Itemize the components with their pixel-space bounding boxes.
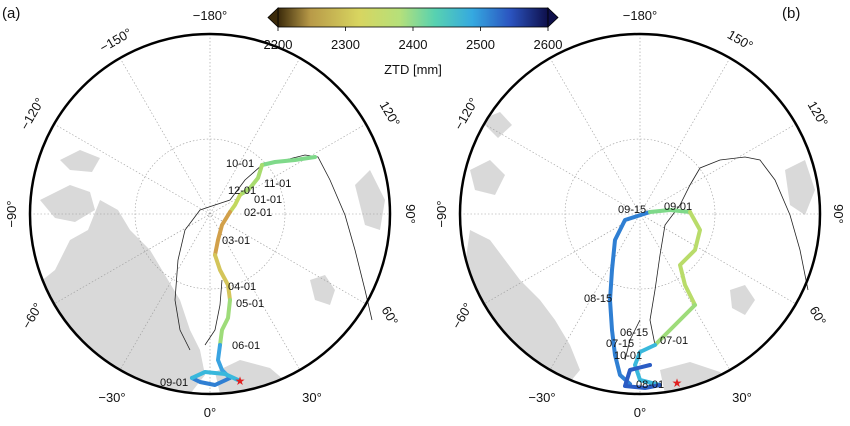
panel-label-b: (b) bbox=[782, 5, 800, 22]
panel-a: ★ 10-01 11-01 12-01 01-01 02-01 03-01 04… bbox=[2, 5, 418, 420]
colorbar-tick-label: 2500 bbox=[466, 37, 495, 52]
date-label: 09-15 bbox=[618, 204, 646, 216]
drift-track-a bbox=[190, 155, 317, 387]
colorbar-tick-label: 2600 bbox=[534, 37, 563, 52]
date-label: 03-01 bbox=[222, 235, 250, 247]
date-label: 07-15 bbox=[606, 338, 634, 350]
lon-label: −90° bbox=[434, 200, 449, 227]
date-label: 12-01 bbox=[228, 185, 256, 197]
date-label: 10-01 bbox=[226, 158, 254, 170]
lon-label: −120° bbox=[451, 95, 481, 132]
lon-label: −60° bbox=[449, 300, 476, 331]
land-arctic-islands-a bbox=[40, 185, 95, 222]
date-label: 06-15 bbox=[620, 327, 648, 339]
lon-label: −150° bbox=[97, 25, 134, 55]
date-label: 02-01 bbox=[244, 207, 272, 219]
lon-label: 120° bbox=[377, 98, 403, 129]
track-segment bbox=[633, 343, 662, 387]
colorbar-min-arrow bbox=[267, 7, 279, 28]
track-segment bbox=[228, 193, 242, 214]
lon-label: −60° bbox=[19, 300, 46, 331]
land-islands-b bbox=[470, 160, 505, 195]
track-segment bbox=[623, 363, 662, 390]
start-star-a: ★ bbox=[235, 374, 246, 388]
lon-label: 60° bbox=[378, 303, 401, 328]
ice-edge-b bbox=[624, 156, 809, 361]
date-label: 08-01 bbox=[636, 379, 664, 391]
lon-label: −30° bbox=[98, 390, 125, 405]
land-siberia-a bbox=[355, 170, 385, 230]
track-segment bbox=[608, 210, 652, 386]
lon-label: 150° bbox=[725, 27, 756, 53]
lon-label: −180° bbox=[623, 8, 657, 23]
lon-label: 30° bbox=[302, 390, 322, 405]
boundary-circle-a bbox=[28, 32, 392, 396]
date-label: 09-01 bbox=[160, 377, 188, 389]
land-svalbard-a bbox=[310, 275, 335, 305]
lon-label: 120° bbox=[805, 98, 831, 129]
colorbar-gradient bbox=[277, 7, 549, 28]
boundary-circle-b bbox=[458, 32, 822, 396]
lon-label: 0° bbox=[634, 405, 646, 420]
land-greenland-canada-a bbox=[30, 200, 205, 394]
lon-label: −90° bbox=[4, 200, 19, 227]
land-siberia-b bbox=[785, 160, 815, 215]
lon-label: −120° bbox=[17, 95, 47, 132]
colorbar-tick-label: 2400 bbox=[399, 37, 428, 52]
date-label: 01-01 bbox=[254, 194, 282, 206]
date-label: 09-01 bbox=[664, 201, 692, 213]
date-label: 04-01 bbox=[228, 281, 256, 293]
date-label: 06-01 bbox=[232, 340, 260, 352]
track-segment bbox=[260, 155, 317, 167]
date-label: 11-01 bbox=[264, 178, 291, 190]
land-greenland-b bbox=[460, 230, 580, 394]
track-segment bbox=[653, 303, 697, 347]
date-labels-b: 09-15 09-01 08-15 06-15 07-15 07-01 10-0… bbox=[584, 201, 692, 391]
lon-label: 90° bbox=[831, 204, 846, 224]
land-a bbox=[30, 150, 385, 394]
track-segment bbox=[218, 298, 232, 347]
track-segment bbox=[678, 210, 702, 307]
lon-label: −30° bbox=[528, 390, 555, 405]
gridlines-a bbox=[30, 34, 390, 394]
colorbar-label: ZTD [mm] bbox=[384, 62, 442, 77]
track-segment bbox=[213, 253, 232, 302]
track-segment bbox=[648, 208, 692, 214]
date-label: 10-01 bbox=[614, 350, 642, 362]
drift-track-b bbox=[608, 208, 702, 390]
date-label: 05-01 bbox=[236, 298, 264, 310]
track-segment bbox=[190, 370, 240, 382]
colorbar-max-arrow bbox=[547, 7, 559, 28]
track-segment bbox=[238, 163, 264, 197]
panel-label-a: (a) bbox=[2, 5, 20, 22]
track-segment bbox=[213, 210, 232, 257]
lon-label: 60° bbox=[806, 303, 829, 328]
land-svalbard-b bbox=[730, 285, 755, 315]
colorbar-tick-label: 2200 bbox=[264, 37, 293, 52]
colorbar-ticks bbox=[277, 27, 549, 31]
land-arctic-islands-a2 bbox=[60, 150, 100, 172]
lon-label: 0° bbox=[204, 405, 216, 420]
lon-label: −180° bbox=[193, 8, 227, 23]
panel-b: ★ 09-15 09-01 08-15 06-15 07-15 07-01 10… bbox=[434, 5, 846, 420]
date-label: 08-15 bbox=[584, 293, 612, 305]
date-label: 07-01 bbox=[660, 335, 688, 347]
ice-edge-a bbox=[174, 154, 373, 351]
track-segment bbox=[190, 376, 232, 387]
colorbar: 2200 2300 2400 2500 2600 ZTD [mm] bbox=[264, 7, 563, 77]
date-labels-a: 10-01 11-01 12-01 01-01 02-01 03-01 04-0… bbox=[160, 158, 291, 389]
lon-label: 90° bbox=[403, 204, 418, 224]
lon-label: 30° bbox=[732, 390, 752, 405]
start-star-b: ★ bbox=[672, 376, 683, 390]
colorbar-tick-label: 2300 bbox=[331, 37, 360, 52]
